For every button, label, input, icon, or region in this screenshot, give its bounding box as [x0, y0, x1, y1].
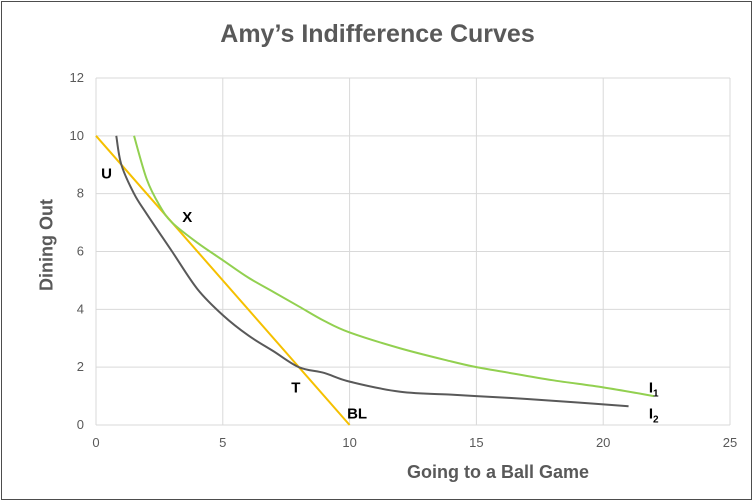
annotation-x: X	[182, 209, 192, 226]
x-tick-label: 15	[469, 435, 483, 450]
chart-title: Amy’s Indifference Curves	[220, 20, 535, 48]
x-axis-title: Going to a Ball Game	[406, 462, 590, 482]
y-tick-label: 6	[77, 244, 84, 259]
x-tick-label: 20	[596, 435, 610, 450]
annotation-u: U	[101, 165, 112, 182]
annotation-subscript: 1	[653, 388, 659, 399]
y-tick-label: 12	[70, 70, 84, 85]
series-line-i1	[133, 135, 655, 398]
y-tick-label: 4	[77, 301, 84, 316]
annotation-subscript: 2	[653, 414, 659, 425]
annotation-i2: I2	[649, 405, 659, 425]
x-tick-label: 10	[342, 435, 356, 450]
x-tick-label: 25	[723, 435, 737, 450]
series-line-i2	[115, 135, 629, 408]
y-tick-label: 0	[77, 417, 84, 432]
y-tick-label: 8	[77, 186, 84, 201]
y-axis-title: Dining Out	[36, 199, 57, 291]
annotation-t: T	[291, 379, 300, 396]
series-line-budget	[95, 135, 351, 426]
annotation-bl: BL	[347, 405, 367, 422]
annotation-i1: I1	[649, 379, 659, 399]
x-tick-label: 5	[219, 435, 226, 450]
y-tick-label: 2	[77, 359, 84, 374]
x-tick-label: 0	[92, 435, 99, 450]
y-tick-label: 10	[70, 128, 84, 143]
